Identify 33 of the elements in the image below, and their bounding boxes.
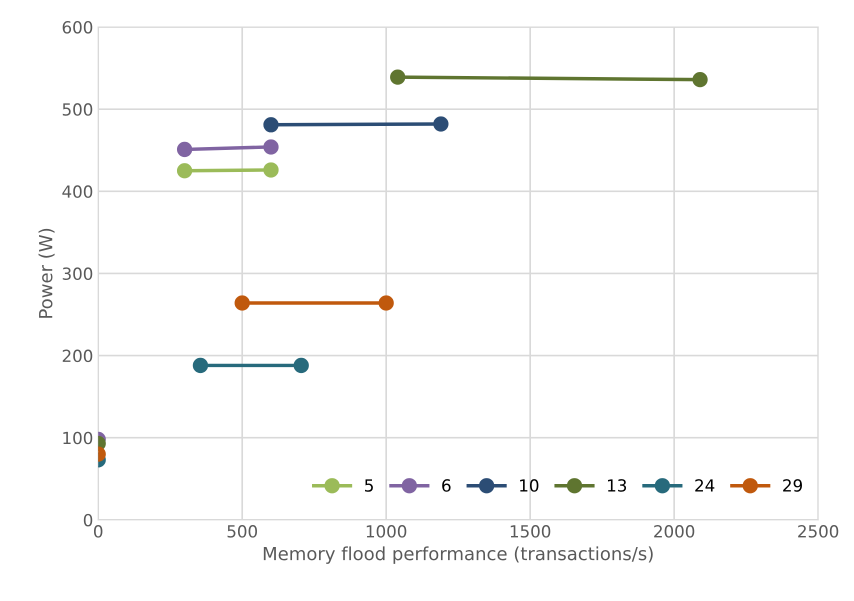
point [263,162,279,178]
point [234,295,250,311]
y-tick-label: 300 [62,267,92,280]
y-tick-label: 0 [84,514,92,526]
point [176,163,192,178]
legend-label: 24 [695,479,714,492]
y-axis-title: Power (W) [38,228,55,318]
x-axis-title: Memory flood performance (transactions/s) [264,546,653,564]
point [433,116,449,132]
y-tick-label: 100 [63,432,92,444]
point [263,117,279,132]
point [294,358,309,374]
x-tick-label: 1500 [510,525,550,538]
x-tick-label: 0 [94,525,102,538]
point [692,72,708,88]
legend-label: 13 [608,479,626,492]
legend-label: 29 [783,479,802,492]
y-tick-label: 200 [62,350,92,362]
x-tick-label: 2500 [798,525,838,538]
x-tick-label: 500 [228,525,257,538]
legend-label: 10 [520,479,538,492]
legend-label: 6 [442,479,451,492]
point [263,139,279,155]
y-tick-label: 400 [62,185,92,198]
y-tick-label: 600 [62,21,92,34]
point [192,358,208,374]
point [390,70,406,85]
y-tick-label: 500 [62,103,92,116]
x-tick-label: 2000 [654,525,694,538]
point [176,142,192,158]
legend-label: 5 [365,479,373,492]
point [378,295,394,311]
x-tick-label: 1000 [366,525,406,538]
